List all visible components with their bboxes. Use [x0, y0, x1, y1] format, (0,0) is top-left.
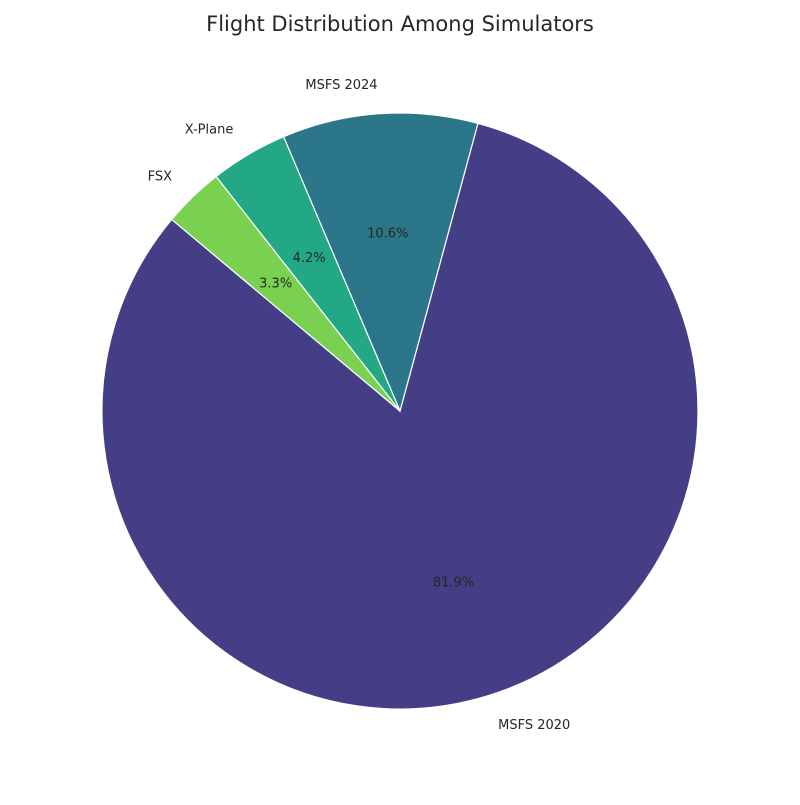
pie-slice-msfs-2024: [282, 112, 479, 413]
pie-slice-msfs-2020: [101, 122, 699, 710]
slice-label: X-Plane: [185, 123, 234, 138]
slice-label: FSX: [148, 169, 173, 184]
slice-percent-label: 10.6%: [367, 227, 408, 242]
chart-title: Flight Distribution Among Simulators: [206, 12, 594, 36]
slice-percent-label: 3.3%: [259, 277, 292, 292]
pie-slice-fsx: [170, 175, 401, 412]
slice-percent-label: 4.2%: [293, 251, 326, 266]
slice-percent-label: 81.9%: [433, 576, 474, 591]
slice-label: MSFS 2024: [305, 78, 377, 93]
slice-label: MSFS 2020: [498, 718, 570, 733]
